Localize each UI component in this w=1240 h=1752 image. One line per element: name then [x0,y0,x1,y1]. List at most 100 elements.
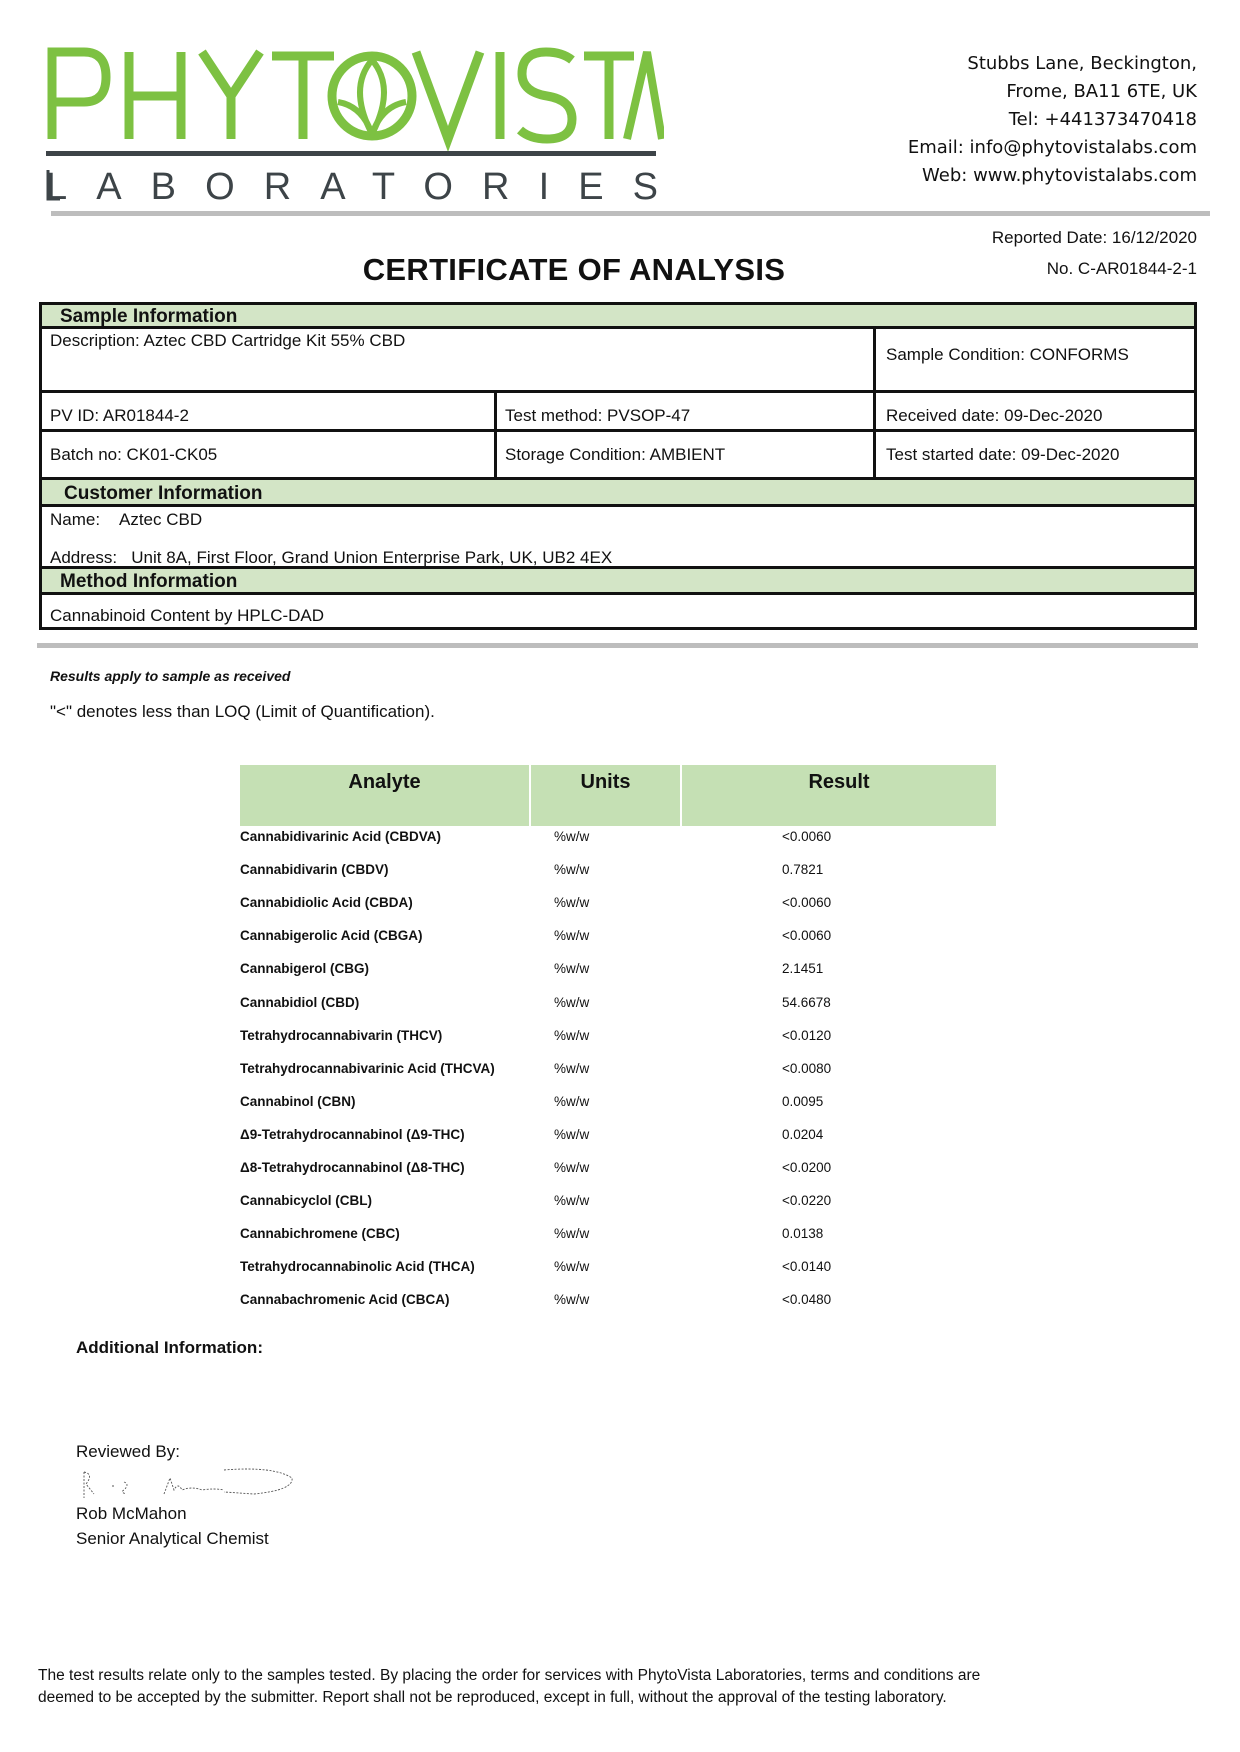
sample-description: Description: Aztec CBD Cartridge Kit 55%… [50,331,406,350]
analyte-cell: Cannabachromenic Acid (CBCA) [240,1292,450,1308]
analyte-cell: Cannabigerolic Acid (CBGA) [240,928,423,944]
email-link[interactable]: Email: info@phytovistalabs.com [907,137,1197,158]
result-cell: <0.0080 [782,1060,832,1076]
result-cell: 54.6678 [782,994,831,1010]
units-cell: %w/w [554,829,590,844]
units-cell: %w/w [554,1259,590,1275]
units-cell: %w/w [554,1160,590,1175]
table-row: Cannabigerol (CBG) %w/w 2.1451 [240,961,996,994]
table-row: Cannabichromene (CBC) %w/w 0.0138 [240,1226,996,1259]
results-note: Results apply to sample as received [50,668,291,684]
table-row: Δ8-Tetrahydrocannabinol (Δ8-THC) %w/w <0.0… [240,1160,996,1193]
reviewed-by-label: Reviewed By: [76,1442,180,1461]
analyte-cell: Cannabidiolic Acid (CBDA) [240,895,413,911]
units-cell: %w/w [554,1060,590,1076]
units-cell: %w/w [554,994,590,1010]
web-link[interactable]: Web: www.phytovistalabs.com [922,165,1197,186]
divider [42,429,1194,432]
result-cell: <0.0200 [782,1160,832,1175]
table-row: Cannabidiolic Acid (CBDA) %w/w <0.0060 [240,895,996,928]
analyte-cell: Δ9-Tetrahydrocannabinol (Δ9-THC) [240,1126,465,1142]
divider [494,390,497,480]
customer-address: Address: Unit 8A, First Floor, Grand Uni… [42,548,612,568]
customer-name: Name: Aztec CBD [42,510,202,530]
table-row: Tetrahydrocannabivarinic Acid (THCVA) %w/… [240,1061,996,1094]
reviewer-name: Rob McMahon [76,1504,187,1523]
units-cell: %w/w [554,862,590,878]
sample-condition: Sample Condition: CONFORMS [886,345,1129,364]
certificate-number: No. C-AR01844-2-1 [1046,259,1197,278]
pv-id: PV ID: AR01844-2 [50,406,189,425]
customer-address-value: Unit 8A, First Floor, Grand Union Enterp… [131,548,613,567]
lab-address: Stubbs Lane, Beckington, Frome, BA11 6TE… [908,50,1197,190]
analyte-cell: Tetrahydrocannabinolic Acid (THCA) [240,1259,475,1275]
analyte-cell: Cannabidivarin (CBDV) [240,862,389,878]
reviewer-role: Senior Analytical Chemist [76,1529,269,1548]
table-row: Cannabicyclol (CBL) %w/w <0.0220 [240,1193,996,1226]
units-cell: %w/w [554,1226,590,1242]
sample-info-header: Sample Information [42,305,1194,329]
divider [42,390,1194,393]
analyte-cell: Tetrahydrocannabivarin (THCV) [240,1027,443,1043]
units-cell: %w/w [554,1093,590,1109]
method-info-header: Method Information [42,569,1194,595]
disclaimer-line: The test results relate only to the samp… [38,1667,981,1684]
result-cell: 0.0095 [782,1093,824,1109]
analyte-cell: Δ8-Tetrahydrocannabinol (Δ8-THC) [240,1160,465,1175]
result-cell: 0.0204 [782,1126,824,1142]
analyte-cell: Cannabichromene (CBC) [240,1226,400,1242]
table-row: Δ9-Tetrahydrocannabinol (Δ9-THC) %w/w 0.02… [240,1127,996,1160]
result-cell: <0.0120 [782,1027,832,1043]
results-table: Analyte Units Result Cannabidivarinic Ac… [240,765,996,1325]
phytovista-logo: LABORATORIES [46,47,664,208]
section-divider [37,643,1198,648]
page-title: CERTIFICATE OF ANALYSIS [362,252,786,287]
table-row: Cannabidivarinic Acid (CBDVA) %w/w <0.0060 [240,829,996,862]
info-box: Sample Information Description: Aztec CB… [39,302,1197,630]
column-header-units: Units [531,765,680,826]
received-date: Received date: 09-Dec-2020 [886,406,1103,425]
units-cell: %w/w [554,1027,590,1043]
units-cell: %w/w [554,1292,590,1308]
test-method: Test method: PVSOP-47 [505,406,691,425]
table-row: Cannabigerolic Acid (CBGA) %w/w <0.0060 [240,928,996,961]
customer-name-value: Aztec CBD [118,510,203,529]
result-cell: <0.0060 [782,895,832,911]
loq-note: "<" denotes less than LOQ (Limit of Quan… [50,702,435,721]
column-header-analyte: Analyte [240,765,529,826]
address-line: Frome, BA11 6TE, UK [1006,81,1197,102]
disclaimer: The test results relate only to the samp… [38,1665,980,1709]
divider [42,477,1194,480]
result-cell: 2.1451 [782,961,824,977]
phone: Tel: +441373470418 [1008,109,1197,130]
units-cell: %w/w [554,895,590,911]
result-cell: <0.0220 [782,1193,832,1209]
table-row: Cannabachromenic Acid (CBCA) %w/w <0.0480 [240,1292,996,1325]
customer-address-label: Address: [50,548,118,567]
address-line: Stubbs Lane, Beckington, [967,53,1197,74]
units-cell: %w/w [554,1126,590,1142]
table-row: Cannabinol (CBN) %w/w 0.0095 [240,1094,996,1127]
analyte-cell: Cannabigerol (CBG) [240,961,370,977]
reported-date: Reported Date: 16/12/2020 [991,228,1197,247]
batch-number: Batch no: CK01-CK05 [50,445,218,464]
signature [83,1468,293,1498]
table-row: Tetrahydrocannabinolic Acid (THCA) %w/w <0… [240,1259,996,1292]
method-text: Cannabinoid Content by HPLC-DAD [50,606,325,625]
table-row: Cannabidivarin (CBDV) %w/w 0.7821 [240,862,996,895]
result-cell: <0.0060 [782,928,832,944]
additional-info-label: Additional Information: [76,1338,263,1357]
result-cell: <0.0140 [782,1259,832,1275]
result-cell: <0.0480 [782,1292,832,1308]
storage-condition: Storage Condition: AMBIENT [505,445,726,464]
units-cell: %w/w [554,928,590,944]
analyte-cell: Tetrahydrocannabivarinic Acid (THCVA) [240,1060,495,1076]
result-cell: 0.0138 [782,1226,824,1242]
analyte-cell: Cannabicyclol (CBL) [240,1193,373,1209]
test-started-date: Test started date: 09-Dec-2020 [886,445,1120,464]
analyte-cell: Cannabinol (CBN) [240,1093,356,1109]
header-divider [51,211,1210,216]
logo-subtitle: LABORATORIES [46,166,658,208]
customer-name-label: Name: [50,510,101,529]
analyte-cell: Cannabidiol (CBD) [240,994,360,1010]
